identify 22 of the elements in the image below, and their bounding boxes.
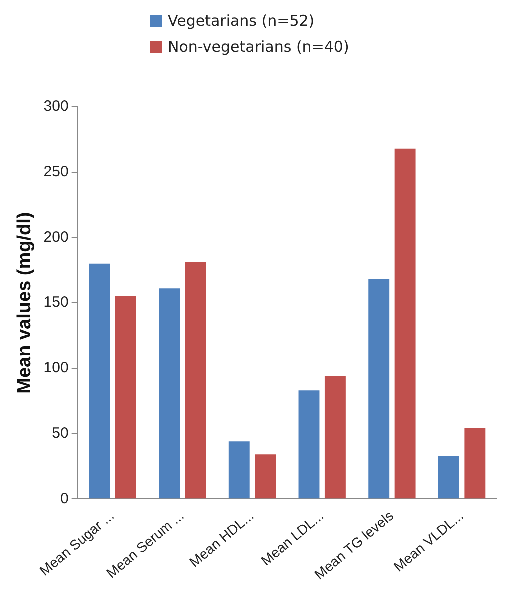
bar: [185, 262, 206, 499]
legend-label: Non-vegetarians (n=40): [168, 38, 350, 56]
bar: [464, 428, 486, 499]
bar: [159, 288, 180, 499]
bar: [228, 442, 250, 499]
y-tick-label: 50: [52, 424, 69, 442]
y-tick-label: 150: [44, 294, 69, 312]
bar: [255, 454, 276, 499]
legend-label: Vegetarians (n=52): [168, 12, 315, 30]
bar: [438, 456, 460, 499]
y-tick-label: 300: [44, 98, 69, 116]
y-tick-label: 250: [44, 163, 69, 180]
bar: [324, 376, 346, 499]
y-tick-label: 0: [60, 490, 69, 508]
bar: [368, 280, 390, 499]
bar: [89, 264, 110, 499]
y-tick-label: 100: [44, 360, 69, 377]
y-tick-label: 200: [44, 228, 69, 246]
bar: [394, 148, 416, 499]
y-axis-title: Mean values (mg/dl): [14, 212, 36, 394]
bar: [115, 296, 136, 499]
bar: [298, 390, 320, 499]
